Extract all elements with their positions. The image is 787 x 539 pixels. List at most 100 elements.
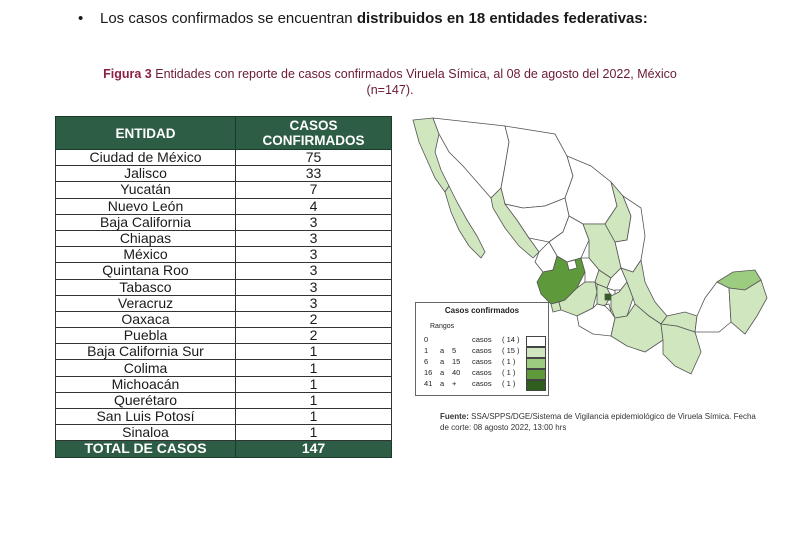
table-row: Chiapas 3 [55,229,392,248]
state-chihuahua [500,125,574,209]
table-row: Querétaro 1 [55,391,392,410]
header-casos-line1: CASOS [289,118,338,133]
legend-from: 6 [424,357,429,366]
legend-swatch [526,358,546,369]
legend-a: a [440,346,445,355]
cases-table: ENTIDAD CASOS CONFIRMADOS Ciudad de Méxi… [55,116,392,458]
legend-row: 0 casos ( 14 ) [422,335,546,347]
total-label: TOTAL DE CASOS [55,440,236,458]
mexico-map-svg [412,117,768,375]
legend-a: a [440,379,445,388]
header-casos-line2: CONFIRMADOS [262,133,365,148]
legend-to: 15 [452,357,461,366]
legend-subtitle: Rangos [430,323,455,330]
cell-entidad: Baja California [55,213,236,231]
cell-casos: 75 [235,148,392,167]
state-michoacan [558,281,598,317]
cell-casos: 1 [235,424,392,442]
cell-entidad: Michoacán [55,375,236,393]
cell-casos: 1 [235,407,392,426]
legend-row: 16 a 40 casos ( 1 ) [422,368,546,380]
cell-entidad: Tabasco [55,278,236,296]
table-row: Tabasco 3 [55,278,392,296]
table-row: Michoacán 1 [55,375,392,393]
legend-a: a [440,357,445,366]
table-total-row: TOTAL DE CASOS 147 [55,440,392,458]
cell-entidad: Ciudad de México [55,148,236,167]
legend-count: ( 1 ) [502,368,516,377]
cell-casos: 3 [235,262,392,280]
table-row: Ciudad de México 75 [55,148,392,167]
header-casos: CASOS CONFIRMADOS [235,116,392,150]
header-entidad: ENTIDAD [55,116,236,150]
legend-row: 6 a 15 casos ( 1 ) [422,357,546,369]
cell-entidad: Quintana Roo [55,262,236,280]
figure-caption-line2: (n=147). [366,83,414,97]
cell-entidad: México [55,246,236,264]
state-campeche [694,281,732,333]
table-row: Sinaloa 1 [55,424,392,442]
table-row: Baja California 3 [55,213,392,231]
table-row: San Luis Potosí 1 [55,407,392,426]
figure-caption: Figura 3 Entidades con reporte de casos … [40,66,740,98]
table-row: Oaxaca 2 [55,310,392,329]
cell-entidad: Jalisco [55,165,236,183]
legend-unit: casos [472,379,492,388]
table-header-row: ENTIDAD CASOS CONFIRMADOS [55,116,392,150]
table-row: Colima 1 [55,359,392,377]
legend-count: ( 14 ) [502,335,520,344]
legend-unit: casos [472,357,492,366]
cell-casos: 1 [235,375,392,393]
cell-entidad: Puebla [55,327,236,345]
state-coahuila [564,155,618,225]
table-row: Baja California Sur 1 [55,343,392,361]
cell-entidad: Yucatán [55,181,236,199]
cell-casos: 3 [235,213,392,231]
figure-label: Figura 3 [103,67,152,81]
legend-row: 1 a 5 casos ( 15 ) [422,346,546,358]
bullet-paragraph: • Los casos confirmados se encuentran dis… [78,10,648,27]
cell-casos: 3 [235,246,392,264]
table-row: Jalisco 33 [55,165,392,183]
legend-unit: casos [472,368,492,377]
legend-to: 5 [452,346,457,355]
legend-swatch [526,336,546,347]
figure-caption-line1: Entidades con reporte de casos confirmad… [151,67,677,81]
cell-casos: 3 [235,294,392,312]
cell-casos: 4 [235,197,392,215]
legend-count: ( 15 ) [502,346,520,355]
table-row: México 3 [55,246,392,264]
legend-count: ( 1 ) [502,357,516,366]
cell-entidad: Nuevo León [55,197,236,215]
legend-from: 0 [424,335,429,344]
table-row: Veracruz 3 [55,294,392,312]
table-row: Quintana Roo 3 [55,262,392,280]
total-value: 147 [235,440,392,458]
state-baja-california-sur [444,185,486,259]
cell-casos: 3 [235,278,392,296]
cell-entidad: Querétaro [55,391,236,410]
cell-entidad: Baja California Sur [55,343,236,361]
cell-casos: 1 [235,391,392,410]
cell-casos: 3 [235,229,392,248]
cell-entidad: Chiapas [55,229,236,248]
bullet-dot: • [78,10,84,27]
source-note: Fuente: SSA/SPPS/DGE/Sistema de Vigilanc… [440,411,760,433]
cell-casos: 7 [235,181,392,199]
legend-swatch [526,369,546,380]
legend-row: 41 a + casos ( 1 ) [422,379,546,391]
legend-unit: casos [472,335,492,344]
legend-from: 41 [424,379,433,388]
legend-from: 16 [424,368,433,377]
legend-unit: casos [472,346,492,355]
legend-a: a [440,368,445,377]
map-legend: Casos confirmados Rangos 0 casos( 14 ) 1 a 5… [415,302,549,396]
legend-swatch [526,347,546,358]
cell-entidad: Oaxaca [55,310,236,329]
legend-to: + [452,379,457,388]
cell-casos: 1 [235,359,392,377]
legend-title: Casos confirmados [444,306,520,315]
source-text: SSA/SPPS/DGE/Sistema de Vigilancia epide… [440,412,756,432]
legend-to: 40 [452,368,461,377]
cell-entidad: Colima [55,359,236,377]
